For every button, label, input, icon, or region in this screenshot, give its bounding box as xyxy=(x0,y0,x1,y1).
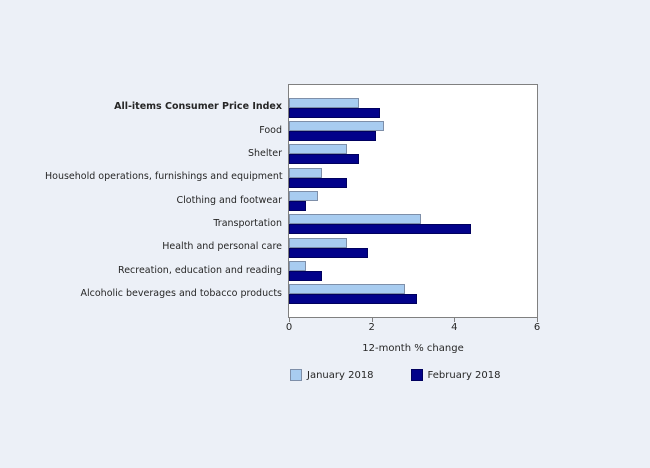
x-axis-tick-label: 2 xyxy=(368,322,375,333)
x-axis-tick xyxy=(371,317,373,322)
bar-february-2018 xyxy=(289,177,347,188)
chart-row: All-items Consumer Price Index xyxy=(45,96,537,119)
bar-january-2018 xyxy=(289,284,405,295)
x-axis-tick-label: 6 xyxy=(533,322,541,333)
chart-row: Food xyxy=(45,119,537,142)
bar-group xyxy=(289,283,537,306)
bar-january-2018 xyxy=(289,120,385,131)
bar-january-2018 xyxy=(289,144,347,155)
category-label: Household operations, furnishings and eq… xyxy=(45,171,283,183)
bar-group xyxy=(289,236,537,259)
x-axis-tick-label: 4 xyxy=(451,322,458,333)
bar-group xyxy=(289,166,537,189)
category-label: Recreation, education and reading xyxy=(118,264,282,276)
bar-february-2018 xyxy=(289,224,471,235)
bar-group xyxy=(289,213,537,236)
x-axis-title: 12-month % change xyxy=(362,343,464,354)
chart-rows: All-items Consumer Price Index Food Shelte… xyxy=(45,85,537,317)
category-label: Health and personal care xyxy=(162,241,282,253)
x-axis-tick xyxy=(454,317,456,322)
category-label: All-items Consumer Price Index xyxy=(114,101,282,113)
category-label: Transportation xyxy=(213,218,282,230)
category-label: Food xyxy=(259,124,282,136)
bar-group xyxy=(289,119,537,142)
chart-row: Health and personal care xyxy=(45,236,537,259)
chart-row: Clothing and footwear xyxy=(45,189,537,212)
chart-row: Recreation, education and reading xyxy=(45,259,537,282)
bar-january-2018 xyxy=(289,260,306,271)
legend-item-february-2018: February 2018 xyxy=(410,369,501,381)
legend-label: February 2018 xyxy=(427,369,501,381)
x-axis-tick xyxy=(289,317,290,322)
bar-group xyxy=(289,143,537,166)
bar-january-2018 xyxy=(289,237,347,248)
category-label: Shelter xyxy=(247,148,282,160)
x-axis-tick-label: 0 xyxy=(285,322,293,333)
category-label: Clothing and footwear xyxy=(176,194,282,206)
x-axis-tick xyxy=(537,317,538,322)
bar-january-2018 xyxy=(289,167,323,178)
legend-label: January 2018 xyxy=(307,369,374,381)
bar-january-2018 xyxy=(289,190,318,201)
bar-february-2018 xyxy=(289,270,323,281)
bar-january-2018 xyxy=(289,97,360,108)
bar-february-2018 xyxy=(289,154,360,165)
bar-group xyxy=(289,96,537,119)
chart-row: Alcoholic beverages and tobacco products xyxy=(45,283,537,306)
bar-february-2018 xyxy=(289,130,376,141)
category-label: Alcoholic beverages and tobacco products xyxy=(80,288,283,300)
bar-group xyxy=(289,189,537,212)
chart-row: Transportation xyxy=(45,213,537,236)
chart-row: Household operations, furnishings and eq… xyxy=(45,166,537,189)
bar-february-2018 xyxy=(289,200,306,211)
bar-february-2018 xyxy=(289,247,368,258)
legend-swatch xyxy=(290,369,302,381)
bar-group xyxy=(289,259,537,282)
legend: January 2018 February 2018 xyxy=(290,369,501,381)
legend-swatch xyxy=(410,369,423,381)
chart-row: Shelter xyxy=(45,143,537,166)
bar-february-2018 xyxy=(289,294,418,305)
bar-january-2018 xyxy=(289,214,422,225)
bar-february-2018 xyxy=(289,107,380,118)
legend-item-january-2018: January 2018 xyxy=(290,369,374,381)
